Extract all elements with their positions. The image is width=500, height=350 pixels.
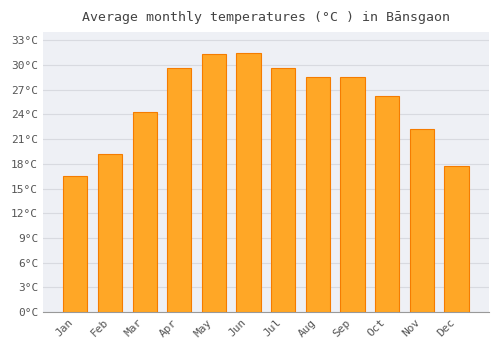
Bar [63,176,88,312]
Bar [236,53,260,312]
Bar [375,96,400,312]
Bar [271,68,295,312]
Bar [410,129,434,312]
Bar [167,68,192,312]
Bar [340,77,364,312]
Title: Average monthly temperatures (°C ) in Bānsgaon: Average monthly temperatures (°C ) in Bā… [82,11,450,24]
Bar [202,54,226,312]
Bar [306,77,330,312]
Bar [444,166,468,312]
Bar [98,154,122,312]
Bar [132,112,157,312]
